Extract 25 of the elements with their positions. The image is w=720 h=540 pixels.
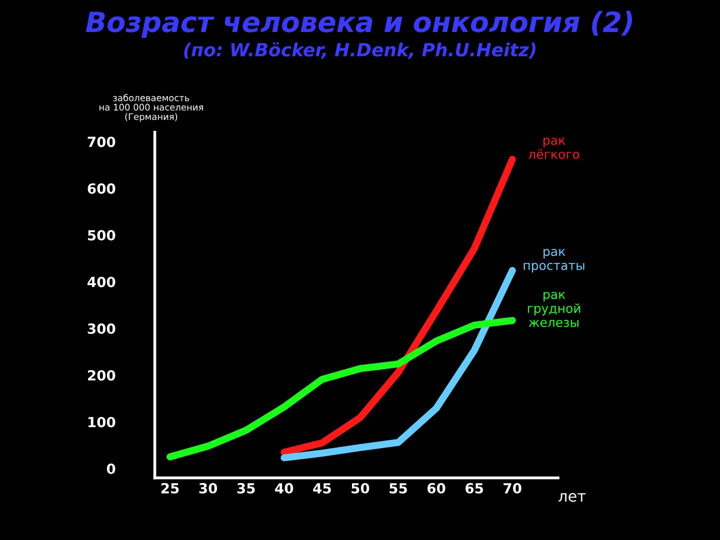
x-tick-label: 70 [504,483,522,494]
y-tick-label: 500 [88,230,116,241]
y-axis-title: заболеваемость на 100 000 населения (Германия) [100,94,203,122]
y-tick-label: 100 [88,416,116,428]
y-tick-label: 600 [88,183,116,194]
chart-subtitle: (по: W.Böcker, H.Denk, Ph.U.Heitz) [184,42,536,59]
series-label: рак лёгкого [528,138,580,159]
x-tick-label: 65 [466,483,484,494]
x-tick-label: 30 [199,483,218,494]
y-tick-label: 400 [88,276,116,288]
x-tick-label: 35 [237,483,255,494]
series-label: рак грудной железы [528,292,580,328]
x-tick-label: 40 [275,483,294,494]
y-tick-label: 0 [106,464,116,474]
series-label: рак простаты [524,248,584,272]
x-tick-label: 25 [161,483,179,494]
y-tick-label: 700 [88,136,116,148]
y-tick-label: 300 [88,323,116,334]
x-axis-title: лет [558,493,586,502]
x-tick-label: 50 [352,483,370,494]
x-tick-label: 45 [313,483,331,494]
x-tick-label: 60 [427,483,446,494]
x-tick-label: 55 [390,483,407,494]
chart-title: Возраст человека и онкология (2) [86,10,632,38]
y-tick-label: 200 [88,370,116,381]
